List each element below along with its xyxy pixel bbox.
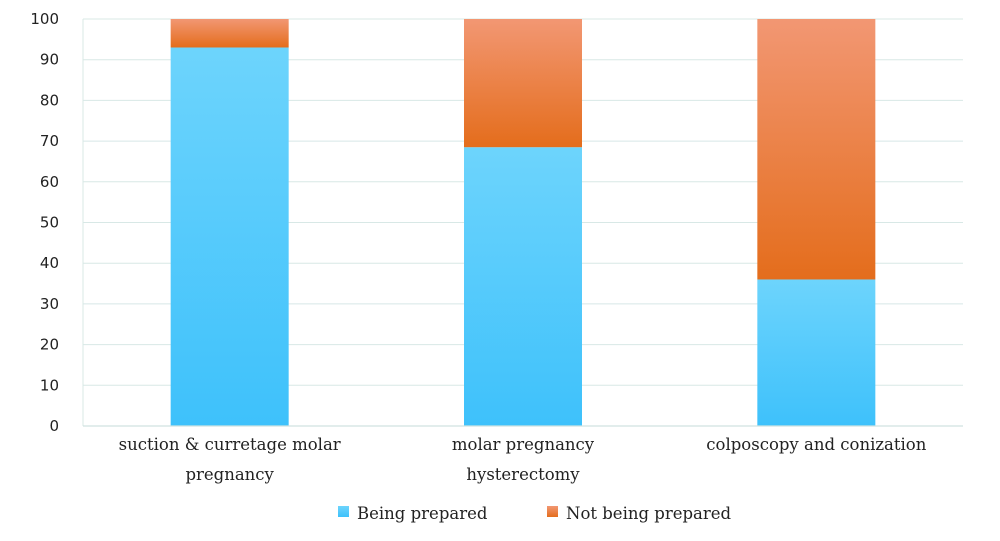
x-category-label: suction & curretage molar <box>119 435 341 454</box>
x-category-label: pregnancy <box>185 465 274 484</box>
legend-label: Not being prepared <box>566 504 732 523</box>
bar-being-prepared <box>757 279 876 426</box>
bars <box>170 19 876 427</box>
x-category-label: hysterectomy <box>466 465 580 484</box>
y-tick-label: 90 <box>40 51 59 69</box>
x-axis-category-labels: suction & curretage molar pregnancy molar … <box>119 435 927 484</box>
bar-not-being-prepared <box>757 19 876 280</box>
bar-not-being-prepared <box>170 19 289 48</box>
y-tick-label: 60 <box>40 173 59 191</box>
legend-swatch <box>338 506 349 517</box>
y-tick-label: 40 <box>40 254 59 272</box>
bar-being-prepared <box>170 47 289 427</box>
legend: Being prepared Not being prepared <box>338 504 732 523</box>
bar-being-prepared <box>464 147 582 426</box>
y-tick-label: 20 <box>40 336 59 354</box>
bar-not-being-prepared <box>464 19 582 148</box>
x-category-label: colposcopy and conization <box>706 435 926 454</box>
y-tick-label: 30 <box>40 295 59 313</box>
legend-label: Being prepared <box>357 504 488 523</box>
y-tick-label: 100 <box>30 10 59 28</box>
y-tick-label: 80 <box>40 91 59 109</box>
y-tick-label: 50 <box>40 214 59 232</box>
y-axis-tick-labels: 0 10 20 30 40 50 60 70 80 90 100 <box>30 10 59 435</box>
legend-swatch <box>547 506 558 517</box>
x-category-label: molar pregnancy <box>452 435 595 454</box>
y-tick-label: 70 <box>40 132 59 150</box>
y-tick-label: 10 <box>40 376 59 394</box>
y-tick-label: 0 <box>49 417 59 435</box>
